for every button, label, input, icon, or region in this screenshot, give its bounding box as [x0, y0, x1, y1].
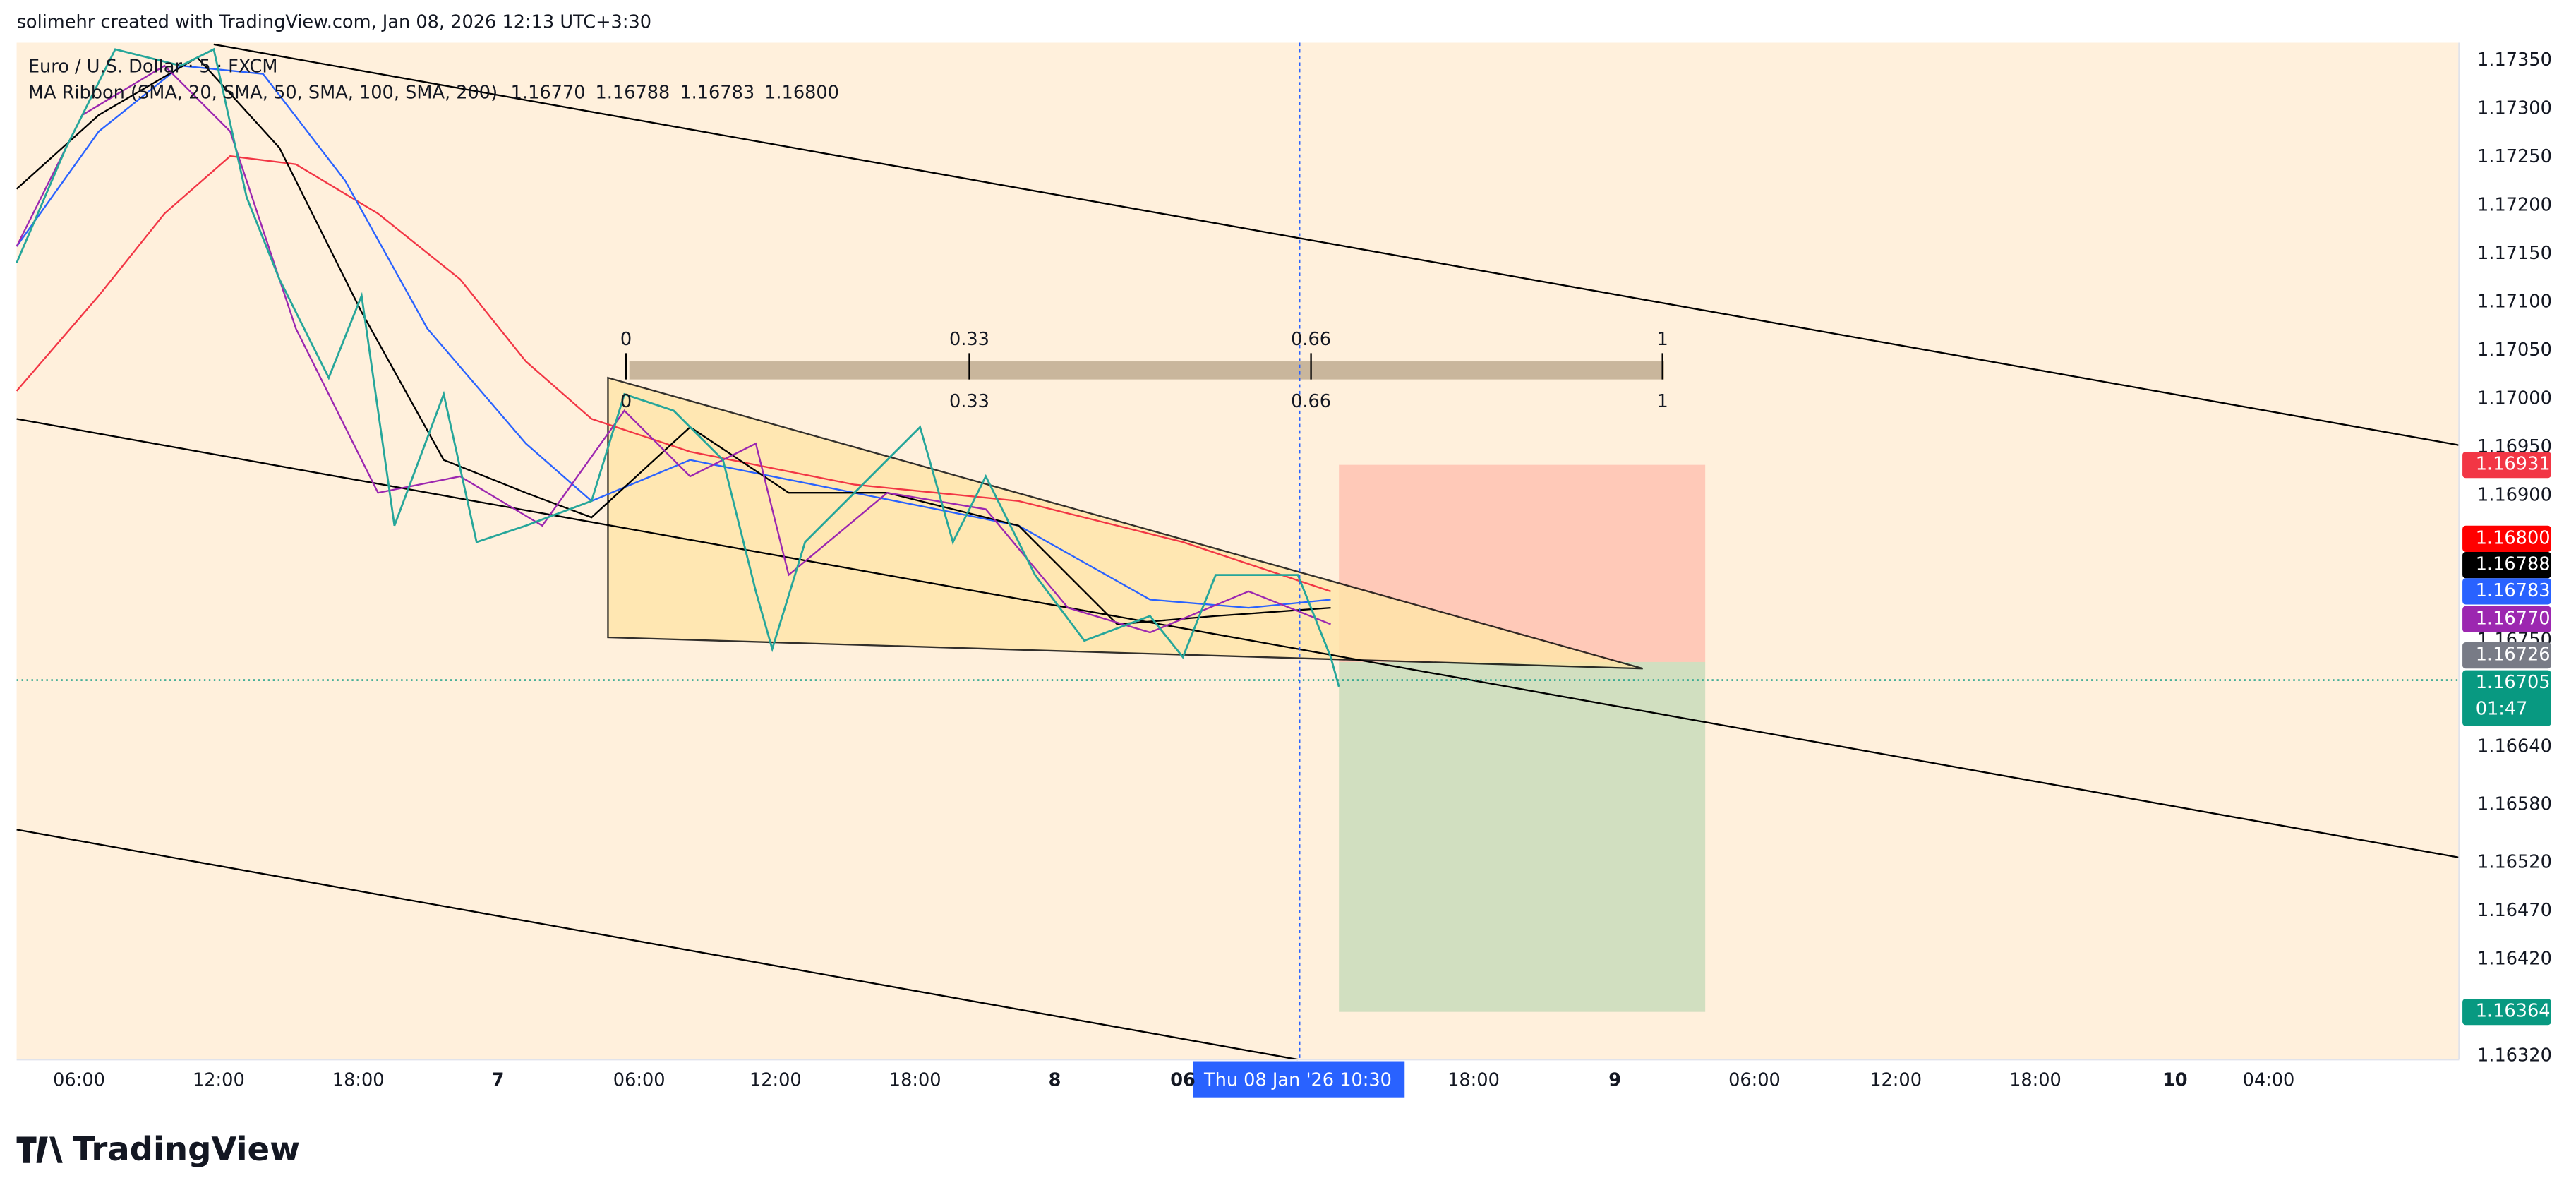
indicator: MA Ribbon (SMA, 20, SMA, 50, SMA, 100, S… [28, 83, 498, 104]
price-label: 1.17050 [2477, 339, 2552, 361]
price-badge [2462, 670, 2551, 726]
fib-label: 0.66 [1291, 391, 1331, 412]
price-badge-text: 1.16364 [2476, 1001, 2551, 1022]
time-label: 12:00 [1870, 1069, 1922, 1090]
fib-label: 1 [1656, 329, 1668, 350]
indicator-value: 1.16788 [596, 83, 670, 104]
time-label: 12:00 [750, 1069, 802, 1090]
crosshair-label: Thu 08 Jan '26 10:30 [1203, 1069, 1392, 1090]
chart-area [16, 42, 2460, 1060]
price-label: 1.17250 [2477, 146, 2552, 167]
ma-200 [16, 155, 1331, 592]
price-badge [2462, 452, 2551, 479]
time-label: 18:00 [889, 1069, 941, 1090]
price-badge-text: 1.16726 [2476, 644, 2551, 666]
price-path [16, 47, 1340, 687]
logo-mark [16, 1136, 63, 1163]
price-badge-text: 1.16770 [2476, 608, 2551, 629]
fib-label: 0.33 [949, 329, 989, 350]
target-zone [1339, 661, 1706, 1012]
channel-mid [16, 418, 2460, 859]
time-label: 8 [1049, 1069, 1061, 1090]
header: solimehr created with TradingView.com, J… [17, 12, 651, 33]
price-badge-text: 1.16788 [2476, 554, 2551, 575]
price-badge-text: 1.16705 [2476, 672, 2551, 693]
price-label: 1.17000 [2477, 387, 2552, 409]
price-label: 1.16640 [2477, 735, 2552, 757]
fib-label: 1 [1656, 391, 1668, 412]
triangle [607, 376, 1644, 670]
price-label: 1.17300 [2477, 98, 2552, 119]
price-label: 1.17350 [2477, 49, 2552, 71]
channel-bottom [16, 829, 1299, 1061]
price-label: 1.17200 [2477, 195, 2552, 216]
price-label: 1.16320 [2477, 1045, 2552, 1066]
price-badge [2462, 999, 2551, 1026]
time-label: 18:00 [2009, 1069, 2062, 1090]
indicator-value: 1.16800 [764, 83, 839, 104]
indicator-value: 1.16770 [511, 83, 586, 104]
time-label: 7 [492, 1069, 505, 1090]
price-label: 1.16470 [2477, 900, 2552, 921]
price-label: 1.16580 [2477, 793, 2552, 815]
symbol: Euro / U.S. Dollar · 5 · FXCM [28, 56, 278, 77]
price-label: 1.16520 [2477, 852, 2552, 873]
price-badge [2462, 552, 2551, 579]
time-label: 06:00 [53, 1069, 105, 1090]
time-label: 10 [2162, 1069, 2188, 1090]
price-label: 1.17150 [2477, 243, 2552, 264]
price-label: 1.16900 [2477, 484, 2552, 505]
price-badge-sub: 01:47 [2476, 698, 2528, 719]
ma-100 [16, 64, 1331, 609]
ma-50 [16, 56, 1331, 625]
time-label: 04:00 [2243, 1069, 2295, 1090]
fib-label: 0 [620, 329, 632, 350]
time-label: 9 [1608, 1069, 1621, 1090]
channel-top [213, 43, 2460, 446]
logo: TradingView [73, 1130, 300, 1168]
indicator-value: 1.16783 [680, 83, 754, 104]
fib-bar [629, 361, 1664, 380]
fib-label: 0 [620, 391, 632, 412]
price-badge-text: 1.16800 [2476, 527, 2551, 548]
time-label: 06 [1170, 1069, 1196, 1090]
time-label: 12:00 [193, 1069, 245, 1090]
price-label: 1.17100 [2477, 291, 2552, 312]
time-label: 18:00 [332, 1069, 385, 1090]
price-badge [2462, 606, 2551, 633]
time-label: 06:00 [613, 1069, 666, 1090]
price-badge [2462, 525, 2551, 553]
price-badge-text: 1.16931 [2476, 454, 2551, 475]
time-label: 06:00 [1728, 1069, 1781, 1090]
fib-label: 0.33 [949, 391, 989, 412]
price-label: 1.16420 [2477, 949, 2552, 970]
price-badge [2462, 578, 2551, 605]
fib-label: 0.66 [1291, 329, 1331, 350]
crosshair-label-bg [1193, 1061, 1405, 1098]
ma-20 [16, 64, 1331, 634]
time-label: 18:00 [1448, 1069, 1500, 1090]
price-badge [2462, 642, 2551, 669]
price-badge-text: 1.16783 [2476, 580, 2551, 601]
